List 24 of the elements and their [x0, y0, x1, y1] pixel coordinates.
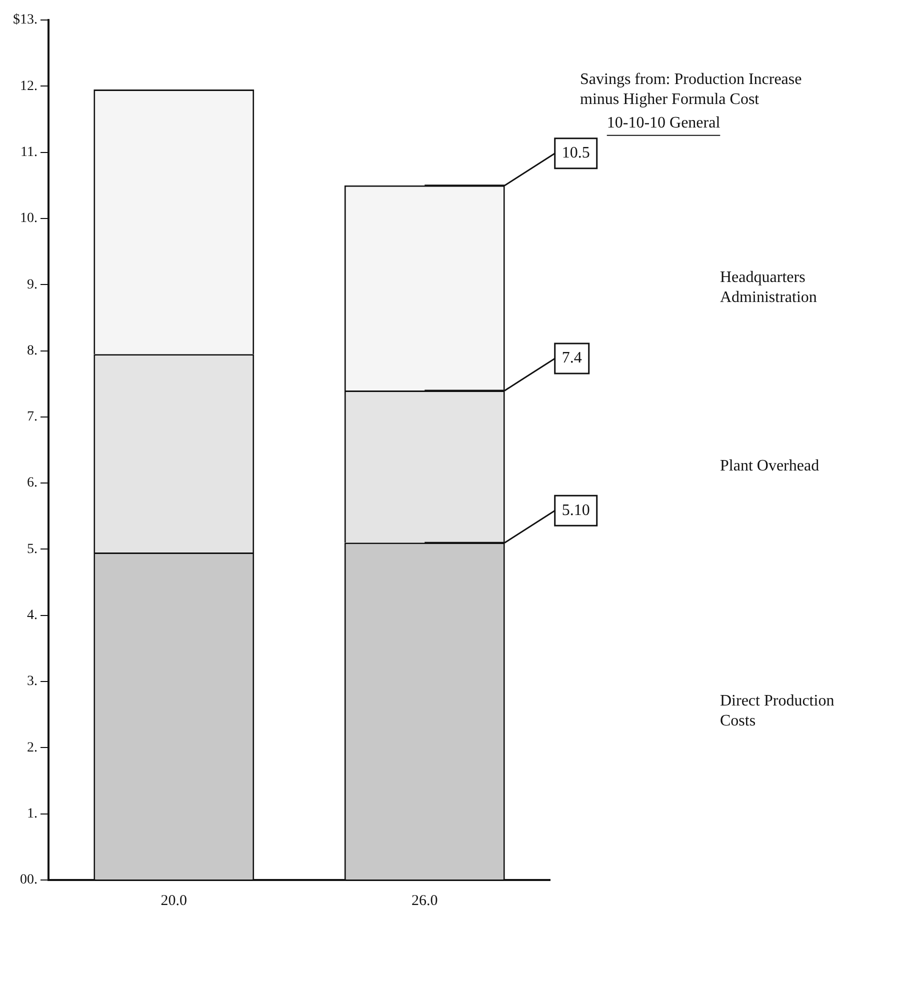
annotation: 10.5: [562, 144, 590, 162]
y-tick-label: 5.: [27, 542, 38, 557]
x-tick-label: 26.0: [412, 892, 438, 909]
y-tick-label: 4.: [27, 608, 38, 624]
text: Plant Overhead: [720, 458, 820, 475]
annotation: 5.10: [562, 502, 590, 519]
text: Headquarters Administration: [720, 269, 817, 306]
text: 10-10-10 General: [606, 114, 721, 132]
text: Direct Production Costs: [720, 692, 834, 730]
y-tick-label: 10.: [20, 211, 38, 226]
x-tick-label: 20.0: [160, 892, 187, 909]
y-tick-label: 2.: [27, 740, 38, 756]
text: Savings from: Production Increase minus Higher Formula Cost: [580, 71, 802, 108]
y-tick-label: 1.: [27, 806, 38, 822]
y-tick-label: 12.: [20, 78, 38, 94]
y-tick-label: 7.: [27, 410, 38, 425]
y-tick-label: 6.: [27, 476, 38, 491]
y-tick-label: 11.: [20, 144, 38, 160]
y-tick-label: $13.: [13, 12, 38, 28]
annotation: 7.4: [562, 350, 582, 367]
y-tick-label: 00.: [20, 872, 38, 888]
y-tick-label: 8.: [27, 343, 38, 358]
y-tick-label: 3.: [27, 674, 38, 690]
y-tick-label: 9.: [27, 277, 38, 292]
